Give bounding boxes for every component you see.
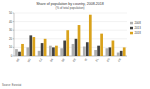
subtitle: (% of total population) (55, 6, 84, 10)
bar (49, 46, 52, 56)
bar (100, 34, 103, 56)
bar (26, 47, 29, 56)
bar (106, 48, 109, 56)
bar (89, 15, 92, 56)
category-label: CZ (38, 57, 43, 62)
bar (21, 44, 24, 56)
tick-label: 50 (9, 11, 13, 15)
bar (78, 25, 81, 56)
title: Share of population by country, 2008-201… (36, 2, 104, 6)
bar (109, 47, 112, 56)
bars (15, 15, 125, 56)
legend-label: 2013 (135, 26, 142, 30)
category-label: FR (117, 58, 122, 63)
category-label: IE (84, 57, 89, 61)
bar (94, 50, 97, 56)
category-label: BE (15, 57, 20, 62)
tick-label: 20 (9, 37, 13, 41)
bar (123, 47, 126, 56)
bar (41, 43, 44, 56)
bar (52, 47, 55, 56)
bar (117, 53, 120, 56)
tick-label: 30 (9, 28, 13, 32)
bar (44, 39, 47, 56)
bar (86, 42, 89, 56)
footnote: Source: Eurostat (2, 83, 22, 87)
legend-swatch (130, 32, 133, 35)
bar (18, 52, 21, 56)
bar (112, 41, 115, 56)
category-label: EL (94, 57, 99, 62)
tick-label: 10 (9, 45, 13, 49)
bar (60, 48, 63, 56)
bar (75, 39, 78, 56)
legend-swatch (130, 27, 133, 30)
legend-swatch (130, 22, 133, 25)
category-label: DK (49, 57, 54, 62)
legend-label: 2018 (135, 31, 142, 35)
category-label: DE (60, 57, 65, 62)
bar (32, 37, 35, 56)
bar (38, 51, 41, 56)
tick-label: 0 (11, 54, 13, 58)
legend-label: 2008 (135, 21, 142, 25)
bar (55, 46, 58, 56)
grid-line (14, 13, 127, 14)
grid-line (14, 30, 127, 31)
bar (63, 41, 66, 56)
tick-label: 40 (9, 20, 13, 24)
grid-line (14, 21, 127, 22)
category-label: EE (72, 57, 77, 62)
bar (72, 44, 75, 56)
bar (66, 30, 69, 56)
category-label: ES (106, 57, 111, 62)
bar (120, 51, 123, 56)
bar (83, 47, 86, 56)
y-axis (14, 13, 15, 56)
bar (15, 49, 18, 56)
bar (29, 35, 32, 56)
category-label: BG (26, 58, 31, 64)
bar (97, 46, 100, 56)
